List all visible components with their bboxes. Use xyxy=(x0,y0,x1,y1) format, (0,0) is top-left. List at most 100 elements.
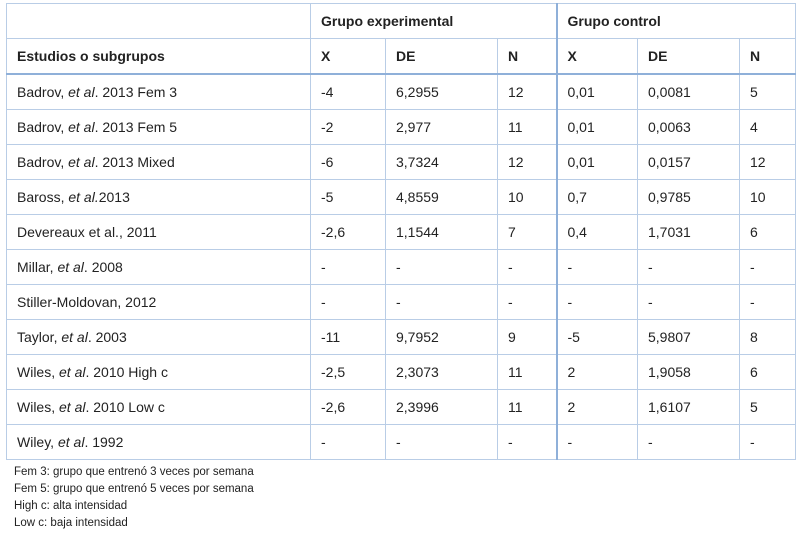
study-name-part: et al xyxy=(59,399,86,415)
table-row: Wiley, et al. 1992- - - - - - xyxy=(6,424,797,460)
ctl-de-cell: 1,7031 xyxy=(637,214,740,250)
exp-n-cell: 12 xyxy=(497,73,557,110)
study-name-part: Wiley, xyxy=(17,434,58,450)
ctl-x-cell: 0,01 xyxy=(555,144,638,180)
study-name-part: Taylor, xyxy=(17,329,62,345)
ctl-de-cell: 5,9807 xyxy=(637,319,740,355)
exp-de-cell: - xyxy=(385,284,498,320)
study-name-cell: Baross, et al.2013 xyxy=(6,179,311,215)
ctl-x-cell: 0,4 xyxy=(555,214,638,250)
exp-n-cell: - xyxy=(497,284,557,320)
study-name-part: . 2013 Fem 5 xyxy=(94,119,178,135)
exp-x-cell: -2,5 xyxy=(310,354,386,390)
study-name-part: . 1992 xyxy=(84,434,124,450)
study-name-part: et al xyxy=(68,154,95,170)
exp-x-cell: - xyxy=(310,284,386,320)
study-name-part: . 2008 xyxy=(83,259,123,275)
ctl-n-cell: - xyxy=(738,249,797,285)
ctl-x-cell: 2 xyxy=(555,354,638,390)
ctl-x-cell: 0,01 xyxy=(555,109,638,145)
study-name-part: Millar, xyxy=(17,259,58,275)
ctl-n-cell: 6 xyxy=(738,354,797,390)
study-name-part: et al xyxy=(59,364,86,380)
exp-de-cell: 2,3073 xyxy=(385,354,498,390)
exp-de-cell: - xyxy=(385,249,498,285)
ctl-x-cell: - xyxy=(555,284,638,320)
study-name-part: . 2010 High c xyxy=(85,364,168,380)
exp-de-cell: 3,7324 xyxy=(385,144,498,180)
study-name-cell: Wiles, et al. 2010 High c xyxy=(6,354,311,390)
exp-n-cell: 11 xyxy=(497,389,557,425)
column-header-exp-n: N xyxy=(497,38,557,75)
study-name-cell: Wiles, et al. 2010 Low c xyxy=(6,389,311,425)
table-row: Devereaux et al., 2011 -2,6 1,1544 7 0,4 1,70… xyxy=(6,214,797,250)
exp-x-cell: -6 xyxy=(310,144,386,180)
study-name-part: . 2013 Mixed xyxy=(94,154,175,170)
ctl-de-cell: 0,0081 xyxy=(637,73,740,110)
exp-n-cell: 10 xyxy=(497,179,557,215)
ctl-de-cell: 1,9058 xyxy=(637,354,740,390)
exp-x-cell: -2 xyxy=(310,109,386,145)
table-row: Wiles, et al. 2010 Low c -2,6 2,3996 11 2 1,6… xyxy=(6,389,797,425)
footnote-fem3: Fem 3: grupo que entrenó 3 veces por sem… xyxy=(14,466,254,478)
ctl-x-cell: 2 xyxy=(555,389,638,425)
study-name-cell: Taylor, et al. 2003 xyxy=(6,319,311,355)
footnote-fem5: Fem 5: grupo que entrenó 5 veces por sem… xyxy=(14,483,254,495)
study-name-part: et al xyxy=(57,434,85,450)
exp-x-cell: -2,6 xyxy=(310,214,386,250)
table-row: Stiller-Moldovan, 2012- - - - - - xyxy=(6,284,797,320)
exp-x-cell: -5 xyxy=(310,179,386,215)
study-name-part: Wiles, xyxy=(17,399,59,415)
study-name-part: Badrov, xyxy=(17,84,69,100)
study-name-part: Badrov, xyxy=(17,154,69,170)
experimental-group-header: Grupo experimental xyxy=(310,3,557,39)
study-name-cell: Badrov, et al. 2013 Fem 5 xyxy=(6,109,311,145)
ctl-x-cell: 0,7 xyxy=(555,179,638,215)
exp-de-cell: 2,977 xyxy=(385,109,498,145)
study-name-part: et al. xyxy=(68,189,99,205)
study-name-part: . 2003 xyxy=(87,329,127,345)
study-name-part: et al xyxy=(57,259,84,275)
exp-de-cell: 1,1544 xyxy=(385,214,498,250)
ctl-x-cell: - xyxy=(555,249,638,285)
study-name-part: Stiller-Moldovan, 2012 xyxy=(17,294,157,310)
study-name-part: Badrov, xyxy=(17,119,69,135)
study-name-part: et al xyxy=(68,84,95,100)
column-header-exp-de: DE xyxy=(385,38,498,75)
study-name-cell: Badrov, et al. 2013 Fem 3 xyxy=(6,73,311,110)
control-group-header: Grupo control xyxy=(555,3,797,39)
study-name-part: Baross, xyxy=(17,189,69,205)
exp-n-cell: 12 xyxy=(497,144,557,180)
study-name-cell: Stiller-Moldovan, 2012 xyxy=(6,284,311,320)
ctl-de-cell: - xyxy=(637,249,740,285)
table-body: Badrov, et al. 2013 Fem 3 -4 6,2955 12 0,01 0… xyxy=(6,73,797,460)
study-name-part: Wiles, xyxy=(17,364,59,380)
ctl-x-cell: 0,01 xyxy=(555,73,638,110)
ctl-de-cell: 0,0157 xyxy=(637,144,740,180)
exp-de-cell: 2,3996 xyxy=(385,389,498,425)
table-row: Baross, et al.2013 -5 4,8559 10 0,7 0,9785 10 xyxy=(6,179,797,215)
table-row: Taylor, et al. 2003 -11 9,7952 9 -5 5,9807 8 xyxy=(6,319,797,355)
exp-de-cell: 6,2955 xyxy=(385,73,498,110)
group-header-row: Grupo experimental Grupo control xyxy=(6,3,797,39)
ctl-n-cell: 12 xyxy=(738,144,797,180)
ctl-n-cell: 6 xyxy=(738,214,797,250)
empty-corner-cell xyxy=(6,3,311,39)
exp-n-cell: 11 xyxy=(497,354,557,390)
study-name-part: Devereaux et al., 2011 xyxy=(17,224,157,240)
column-header-ctl-x: X xyxy=(555,38,638,75)
exp-de-cell: - xyxy=(385,424,498,460)
study-name-cell: Wiley, et al. 1992 xyxy=(6,424,311,460)
exp-de-cell: 4,8559 xyxy=(385,179,498,215)
exp-x-cell: -4 xyxy=(310,73,386,110)
study-name-cell: Badrov, et al. 2013 Mixed xyxy=(6,144,311,180)
table-row: Wiles, et al. 2010 High c -2,5 2,3073 11 2 1,… xyxy=(6,354,797,390)
ctl-n-cell: 5 xyxy=(738,73,797,110)
exp-n-cell: - xyxy=(497,424,557,460)
footnote-high-c: High c: alta intensidad xyxy=(14,500,128,512)
study-name-part: . 2010 Low c xyxy=(85,399,165,415)
exp-x-cell: -11 xyxy=(310,319,386,355)
ctl-de-cell: - xyxy=(637,424,740,460)
ctl-x-cell: - xyxy=(555,424,638,460)
